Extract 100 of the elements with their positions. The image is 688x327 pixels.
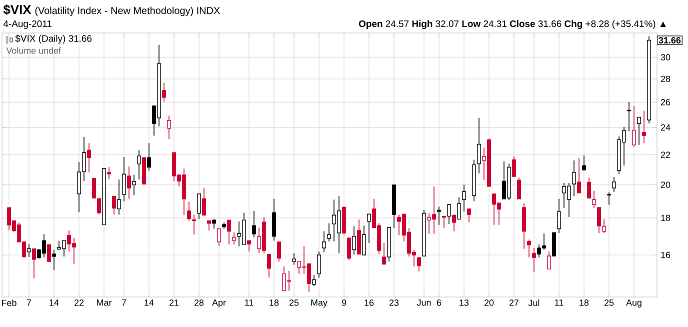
candlestick [227,220,232,245]
candlestick [162,82,166,102]
x-tick-label: 28 [194,300,204,306]
candlestick [147,142,152,172]
candlestick [352,226,356,255]
candlestick [312,274,316,287]
candlestick [252,210,256,238]
candlestick [357,219,362,254]
candlestick [347,238,352,260]
candlestick [577,158,582,194]
candlestick [442,216,446,228]
candlestick [207,220,212,231]
candlestick [127,166,132,200]
candlestick [457,196,462,220]
candlestick [52,249,56,270]
candlestick [132,174,136,196]
x-tick-label: 20 [484,300,494,306]
y-tick-label: 16 [661,252,670,258]
text: 4-Aug-2011 [3,20,52,29]
x-tick-label: Feb [2,300,16,306]
annotation: Volume undef [6,47,62,54]
candlestick [527,239,532,258]
candlestick [212,218,216,230]
candlestick [167,115,172,140]
annotation: 31.66 [658,37,681,44]
candlestick [122,156,126,202]
x-tick-label: Aug [626,300,642,308]
x-tick-label: 14 [144,300,154,306]
candlestick [137,150,142,180]
candlestick [217,228,222,247]
candlestick [607,192,612,206]
x-tick-label: Jul [528,300,540,306]
y-tick-label: 30 [660,54,670,60]
x-tick-label: 23 [389,300,399,306]
candlestick [187,202,192,222]
candlestick [452,214,456,232]
x-tick-label: 6 [436,300,442,306]
x-tick-label: 18 [270,300,279,306]
candlestick [517,177,522,200]
x-tick-label: 16 [364,300,374,306]
x-tick-label: 22 [74,300,84,306]
candlestick [267,254,272,278]
candlestick [247,240,252,252]
y-tick-label: 18 [661,214,670,222]
x-tick-label: Apr [212,300,226,308]
y-tick-label: 24 [660,124,670,131]
chart-title: $VIX [3,4,32,15]
candlestick [327,222,332,242]
candlestick [272,198,276,241]
candlestick [572,160,576,197]
candlestick [612,176,616,192]
x-tick-label: 9 [342,300,346,306]
x-tick-label: 25 [604,300,614,306]
y-tick-label: 20 [660,182,670,188]
candlestick [552,232,556,256]
x-tick-label: 13 [460,300,469,306]
x-tick-label: 18 [580,300,589,306]
x-tick-label: May [311,300,328,308]
y-tick-label: 28 [660,76,670,82]
candlestick [107,166,112,180]
candlestick [512,156,516,177]
chart-subtitle: (Volatility Index - New Methodology) INDX [35,6,220,16]
x-tick-label: 25 [289,300,299,306]
candlestick [637,116,642,146]
candlestick [192,214,196,236]
candlestick [557,198,562,234]
candlestick [32,248,36,279]
candlestick [592,190,596,209]
candlestick [447,204,452,224]
x-tick-label: 21 [169,300,179,306]
candlestick [27,244,32,258]
candlestick [467,208,472,223]
candlestick [112,196,116,215]
candlestick [117,179,122,215]
x-tick-label: 11 [555,300,564,306]
x-tick-label: 27 [509,300,519,306]
text: Open 24.57 High 32.07 Low 24.31 Close 31.66 Chg +8.28 (+35.41%) ▲ [358,20,666,29]
candlestick [462,184,466,212]
candlestick [367,214,372,244]
candlestick [587,177,592,198]
y-tick-label: 26 [660,99,670,106]
x-tick-label: 11 [245,300,254,306]
x-tick-label: Jun [416,300,431,306]
candlestick [597,207,602,234]
candlestick [522,202,526,250]
candlestick [602,218,606,234]
x-tick-label: 14 [50,300,59,306]
candlestick [547,251,552,270]
candlestick [277,241,282,262]
candlestick [382,242,386,265]
x-tick-label: Mar [97,300,112,306]
candlestick [322,230,326,253]
candlestick [197,194,202,220]
candlestick [87,142,92,173]
x-tick-label: 7 [26,300,32,306]
candlestick [97,198,102,215]
candlestick [317,251,322,278]
candlestick [232,232,236,245]
legend-label: $VIX (Daily) 31.66 [15,34,92,44]
candlestick [642,110,646,144]
